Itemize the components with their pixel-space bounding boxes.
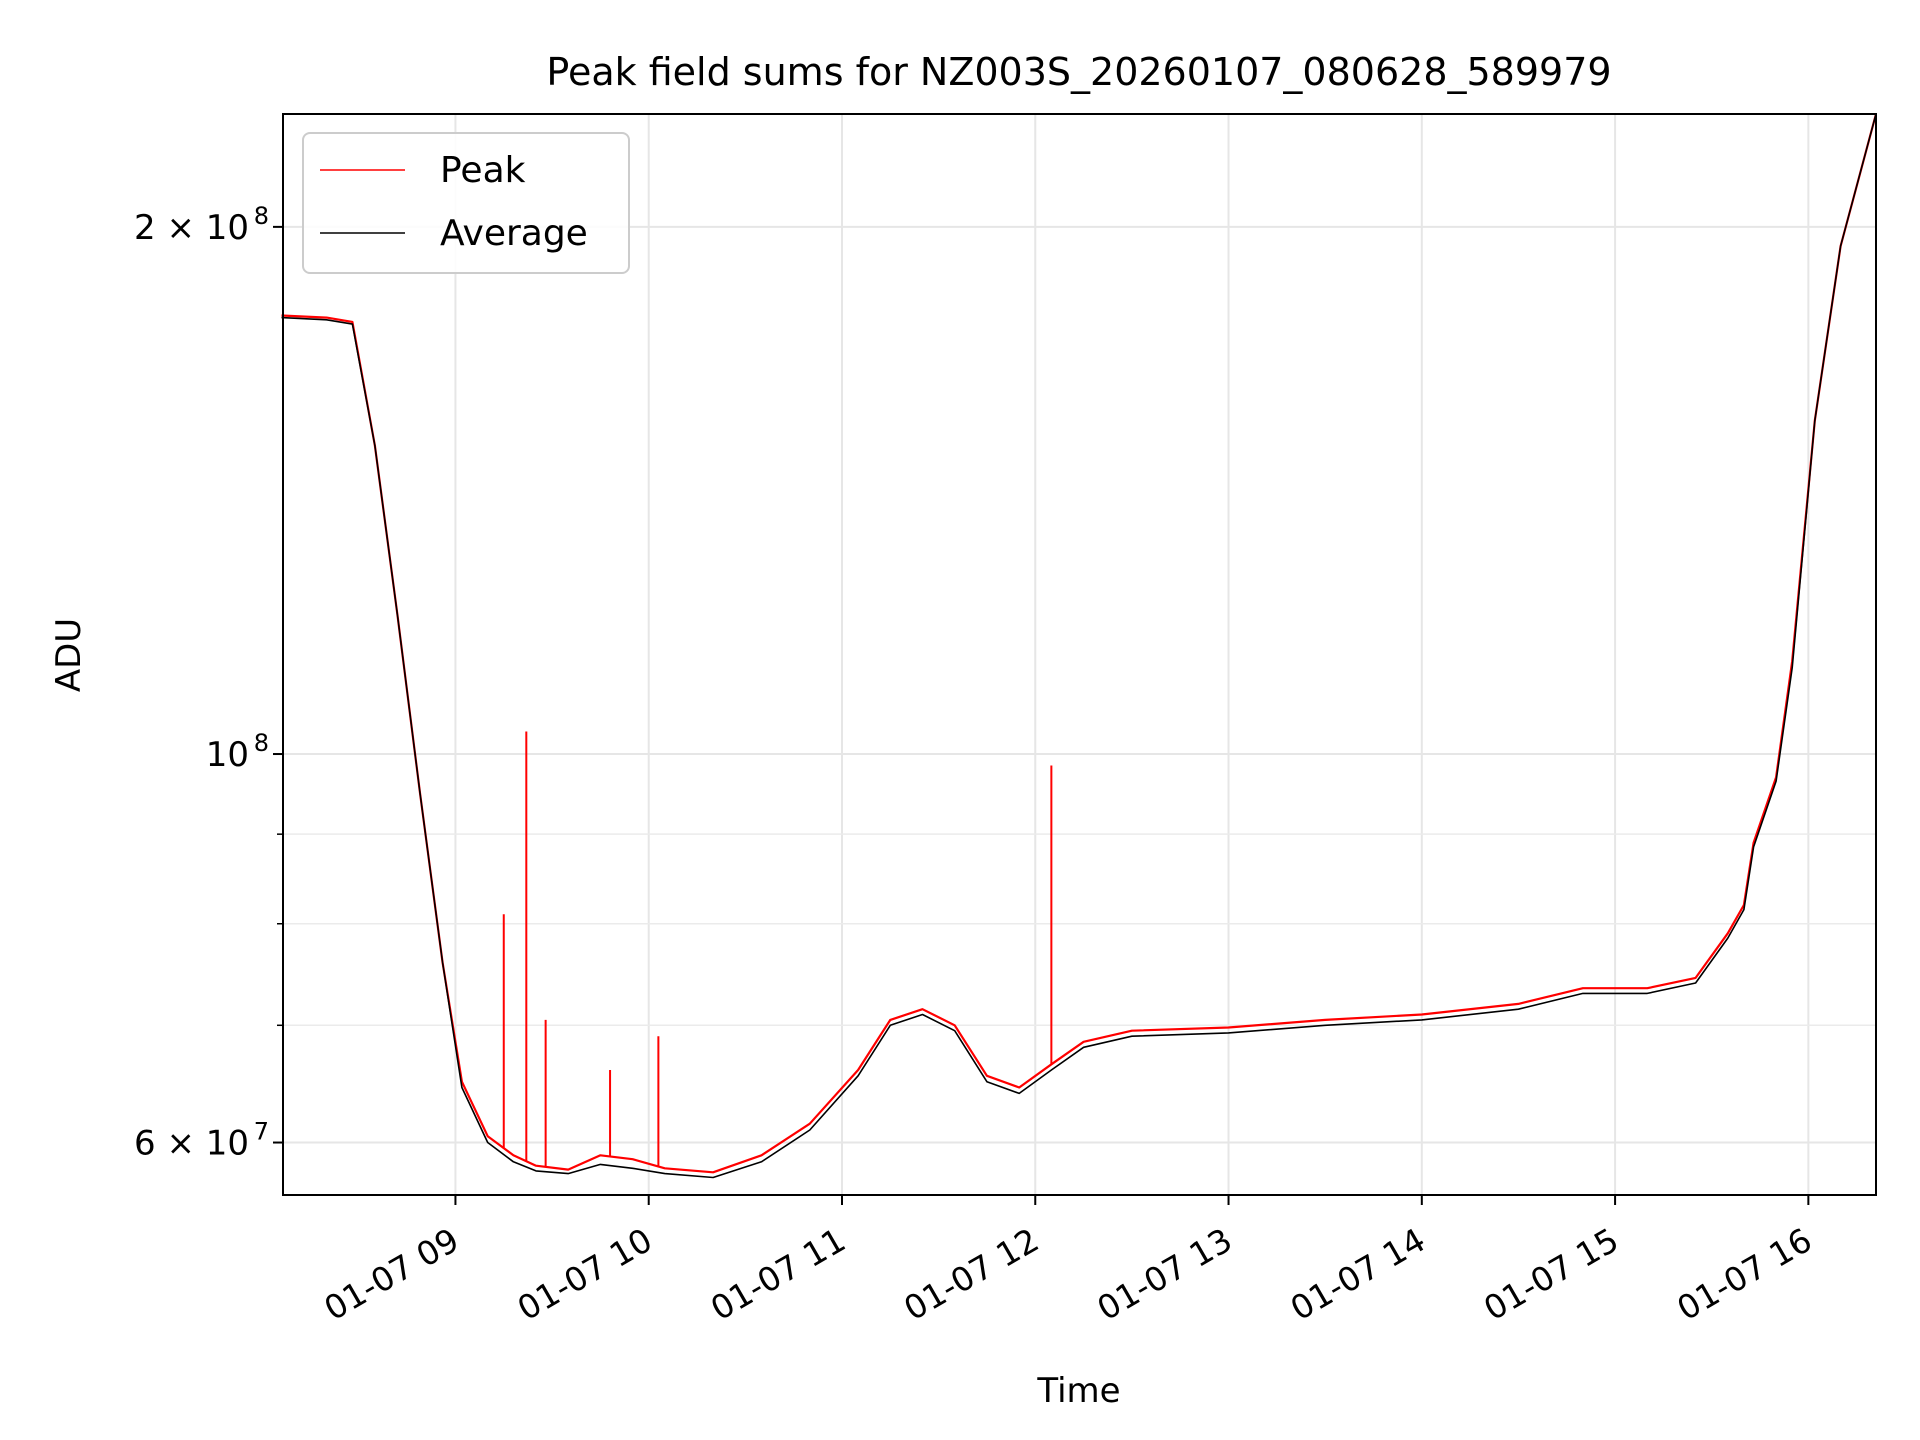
y-tick-label: 6 × 10	[134, 1124, 249, 1164]
legend-label-average: Average	[440, 213, 588, 254]
y-tick-label: 10	[206, 735, 249, 775]
chart-title: Peak field sums for NZ003S_20260107_0806…	[546, 50, 1611, 94]
legend-box	[302, 132, 630, 274]
y-tick-label-exponent: 8	[254, 202, 269, 230]
y-tick-label-base: 10	[206, 735, 249, 775]
y-tick-label-exponent: 7	[254, 1118, 269, 1146]
y-tick-label-base: 2 × 10	[134, 208, 249, 248]
y-axis-label: ADU	[49, 618, 89, 692]
series-group	[281, 113, 1878, 1179]
axes-frame	[282, 113, 1877, 1196]
legend-label-peak: Peak	[440, 150, 526, 191]
series-line-average	[281, 113, 1877, 1179]
y-tick-label-base: 6 × 10	[134, 1124, 249, 1164]
x-axis-label: Time	[1036, 1371, 1120, 1411]
y-tick-label-exponent: 8	[254, 729, 269, 757]
y-tick-label: 2 × 10	[134, 208, 249, 248]
legend: Peak Average	[302, 132, 630, 274]
